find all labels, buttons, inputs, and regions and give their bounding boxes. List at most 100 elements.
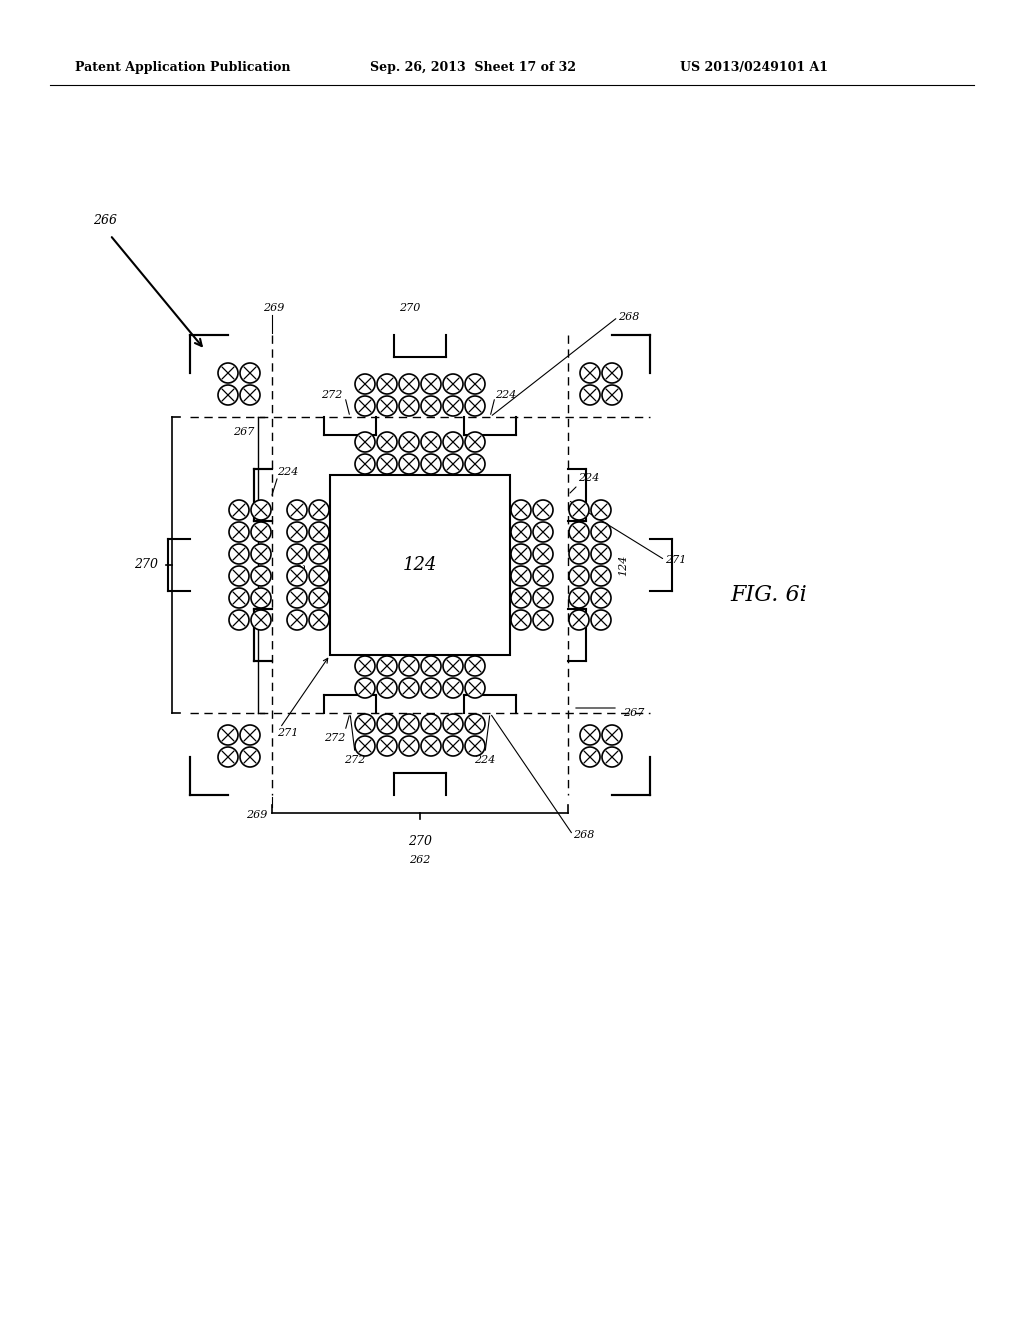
Circle shape [534, 587, 553, 609]
Circle shape [218, 363, 238, 383]
Circle shape [421, 454, 441, 474]
Bar [330, 475, 510, 655]
Circle shape [534, 566, 553, 586]
Circle shape [309, 587, 329, 609]
Circle shape [355, 374, 375, 393]
Circle shape [287, 566, 307, 586]
Circle shape [443, 737, 463, 756]
Circle shape [251, 521, 271, 543]
Text: 270: 270 [399, 304, 421, 313]
Text: US 2013/0249101 A1: US 2013/0249101 A1 [680, 62, 828, 74]
Circle shape [421, 432, 441, 451]
Circle shape [534, 521, 553, 543]
Circle shape [602, 725, 622, 744]
Circle shape [399, 454, 419, 474]
Circle shape [511, 587, 531, 609]
Circle shape [534, 500, 553, 520]
Circle shape [591, 610, 611, 630]
Circle shape [287, 610, 307, 630]
Text: 269: 269 [246, 810, 267, 820]
Circle shape [251, 610, 271, 630]
Circle shape [287, 500, 307, 520]
Circle shape [602, 363, 622, 383]
Text: 124: 124 [618, 554, 628, 576]
Circle shape [465, 454, 485, 474]
Circle shape [240, 747, 260, 767]
Circle shape [377, 454, 397, 474]
Text: 272: 272 [324, 733, 345, 743]
Circle shape [569, 587, 589, 609]
Text: 262: 262 [410, 855, 431, 865]
Circle shape [534, 544, 553, 564]
Circle shape [580, 725, 600, 744]
Circle shape [377, 656, 397, 676]
Circle shape [421, 678, 441, 698]
Circle shape [399, 432, 419, 451]
Text: 224: 224 [578, 473, 599, 483]
Text: 267: 267 [623, 708, 644, 718]
Text: 124: 124 [297, 554, 307, 576]
Text: 270: 270 [408, 836, 432, 847]
Circle shape [443, 454, 463, 474]
Circle shape [218, 747, 238, 767]
Circle shape [377, 374, 397, 393]
Circle shape [602, 385, 622, 405]
Circle shape [355, 714, 375, 734]
Circle shape [229, 521, 249, 543]
Text: 271: 271 [665, 554, 686, 565]
Circle shape [511, 610, 531, 630]
Circle shape [580, 363, 600, 383]
Circle shape [465, 714, 485, 734]
Circle shape [591, 500, 611, 520]
Circle shape [251, 500, 271, 520]
Circle shape [421, 714, 441, 734]
Circle shape [602, 747, 622, 767]
Circle shape [591, 544, 611, 564]
Text: Sep. 26, 2013  Sheet 17 of 32: Sep. 26, 2013 Sheet 17 of 32 [370, 62, 575, 74]
Circle shape [377, 678, 397, 698]
Circle shape [377, 737, 397, 756]
Text: 224: 224 [495, 389, 516, 400]
Circle shape [251, 587, 271, 609]
Circle shape [240, 363, 260, 383]
Circle shape [377, 396, 397, 416]
Circle shape [465, 374, 485, 393]
Circle shape [355, 396, 375, 416]
Circle shape [569, 544, 589, 564]
Circle shape [569, 610, 589, 630]
Circle shape [355, 656, 375, 676]
Circle shape [511, 544, 531, 564]
Circle shape [355, 678, 375, 698]
Circle shape [377, 432, 397, 451]
Circle shape [399, 678, 419, 698]
Circle shape [569, 500, 589, 520]
Circle shape [287, 544, 307, 564]
Circle shape [511, 566, 531, 586]
Circle shape [377, 714, 397, 734]
Circle shape [443, 374, 463, 393]
Circle shape [229, 544, 249, 564]
Text: 269: 269 [263, 304, 285, 313]
Circle shape [580, 385, 600, 405]
Circle shape [569, 521, 589, 543]
Circle shape [534, 610, 553, 630]
Circle shape [421, 656, 441, 676]
Circle shape [443, 678, 463, 698]
Circle shape [399, 737, 419, 756]
Text: FIG. 6i: FIG. 6i [730, 583, 807, 606]
Circle shape [287, 587, 307, 609]
Circle shape [309, 544, 329, 564]
Circle shape [309, 521, 329, 543]
Circle shape [229, 610, 249, 630]
Circle shape [240, 725, 260, 744]
Circle shape [511, 521, 531, 543]
Circle shape [287, 521, 307, 543]
Text: 272: 272 [344, 755, 366, 766]
Circle shape [465, 737, 485, 756]
Text: 268: 268 [618, 312, 639, 322]
Circle shape [569, 566, 589, 586]
Text: Patent Application Publication: Patent Application Publication [75, 62, 291, 74]
Text: 224: 224 [474, 755, 496, 766]
Text: 124: 124 [402, 556, 437, 574]
Circle shape [580, 747, 600, 767]
